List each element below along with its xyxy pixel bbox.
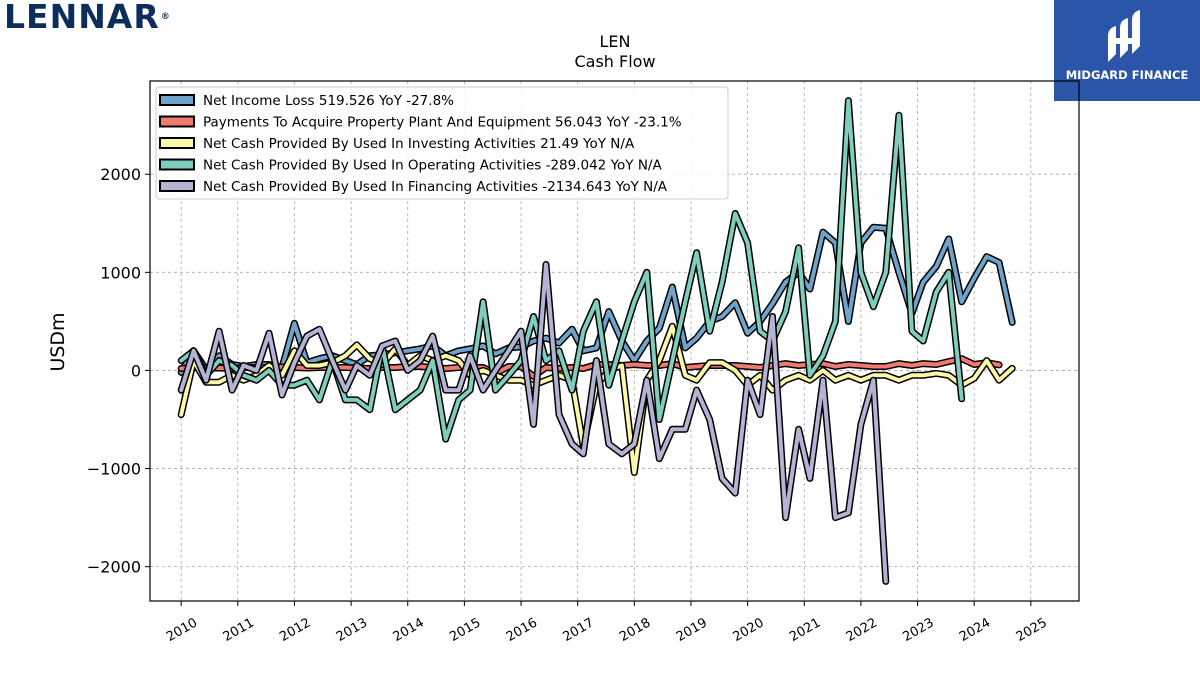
x-tick-label: 2020 xyxy=(730,615,766,645)
plot-frame xyxy=(149,80,1080,602)
y-axis-label: USDm xyxy=(47,312,69,371)
y-tick-label: 1000 xyxy=(100,263,141,282)
series-lines xyxy=(177,97,1016,585)
x-tick-label: 2022 xyxy=(844,615,880,645)
x-tick-label: 2012 xyxy=(277,615,313,645)
legend-swatch-2 xyxy=(159,137,195,149)
x-tick-label: 2023 xyxy=(900,615,936,645)
registered-mark: ® xyxy=(160,12,171,22)
series-line-4 xyxy=(179,262,888,584)
series-line-0 xyxy=(179,225,1015,375)
x-axis-ticks: 2010 2011 2012 2013 2014 2015 2016 2017 2018 2019… xyxy=(164,601,1050,645)
x-tick-label: 2011 xyxy=(221,615,257,645)
x-tick-label: 2015 xyxy=(447,615,483,645)
midgard-finance-logo: MIDGARD FINANCE xyxy=(1054,0,1200,101)
midgard-emblem-icon xyxy=(1108,10,1140,62)
x-tick-label: 2017 xyxy=(561,615,597,645)
lennar-logo: LENNAR® xyxy=(4,0,171,34)
x-tick-label: 2013 xyxy=(334,615,370,645)
legend-swatch-1 xyxy=(159,115,195,128)
lennar-logo-text: LENNAR xyxy=(4,0,160,36)
y-axis-ticks: −2000 −1000 0 1000 2000 xyxy=(87,165,150,577)
legend-swatch-3 xyxy=(159,158,195,171)
x-tick-label: 2019 xyxy=(674,615,710,645)
legend-swatch-4 xyxy=(159,180,195,192)
x-tick-label: 2018 xyxy=(617,615,653,645)
legend-entry-0: Net Income Loss 519.526 YoY -27.8% xyxy=(203,93,454,109)
midgard-logo-text: MIDGARD FINANCE xyxy=(1065,68,1189,82)
chart-subtitle: Cash Flow xyxy=(574,52,655,71)
chart-title: LEN xyxy=(600,32,631,51)
x-tick-label: 2024 xyxy=(957,615,993,645)
y-tick-label: 2000 xyxy=(100,165,141,184)
legend-entry-4: Net Cash Provided By Used In Financing A… xyxy=(203,179,668,195)
legend-entry-2: Net Cash Provided By Used In Investing A… xyxy=(203,136,635,152)
legend-entry-1: Payments To Acquire Property Plant And E… xyxy=(203,115,682,131)
legend-swatch-0 xyxy=(159,94,195,106)
y-tick-label: −2000 xyxy=(87,558,141,577)
x-tick-label: 2021 xyxy=(787,615,823,645)
x-tick-label: 2016 xyxy=(504,615,540,645)
legend-entry-3: Net Cash Provided By Used In Operating A… xyxy=(203,158,662,174)
legend-box xyxy=(155,86,729,200)
legend: Net Income Loss 519.526 YoY -27.8% Paymen… xyxy=(155,86,729,200)
x-tick-label: 2014 xyxy=(391,615,427,645)
y-tick-label: −1000 xyxy=(87,460,141,479)
series-line-3 xyxy=(179,98,964,442)
y-tick-label: 0 xyxy=(131,361,141,380)
x-tick-label: 2025 xyxy=(1014,615,1050,645)
x-tick-label: 2010 xyxy=(164,615,200,645)
